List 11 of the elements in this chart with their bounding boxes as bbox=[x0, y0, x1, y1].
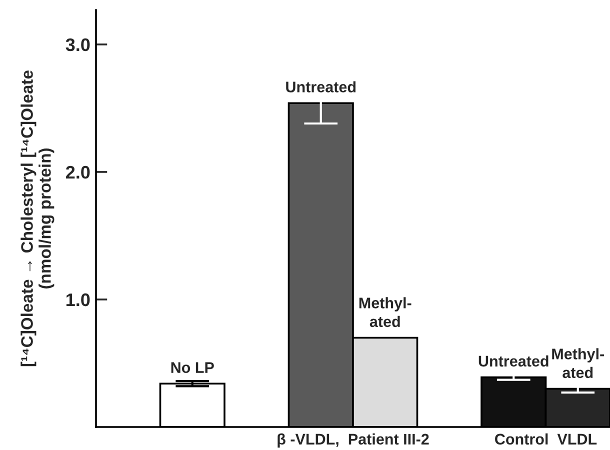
x-tick-label: Methyl- ated bbox=[552, 348, 604, 378]
x-tick-label: Untreated bbox=[286, 81, 356, 92]
y-axis-title: [¹⁴C]Oleate → Cholesteryl [¹⁴C]Oleate (nmol/mg protein) bbox=[20, 70, 54, 366]
y-tick-label: 2.0 bbox=[66, 166, 90, 179]
x-tick-label: Untreated bbox=[478, 355, 548, 367]
text: β -VLDL, Patient III-2 bbox=[278, 433, 429, 448]
text: Control VLDL bbox=[495, 433, 597, 445]
y-tick-label: 1.0 bbox=[66, 293, 90, 306]
x-tick-label: No LP bbox=[171, 362, 214, 373]
x-tick-label: Methyl- ated bbox=[359, 297, 412, 328]
y-tick-label: 3.0 bbox=[66, 38, 90, 52]
